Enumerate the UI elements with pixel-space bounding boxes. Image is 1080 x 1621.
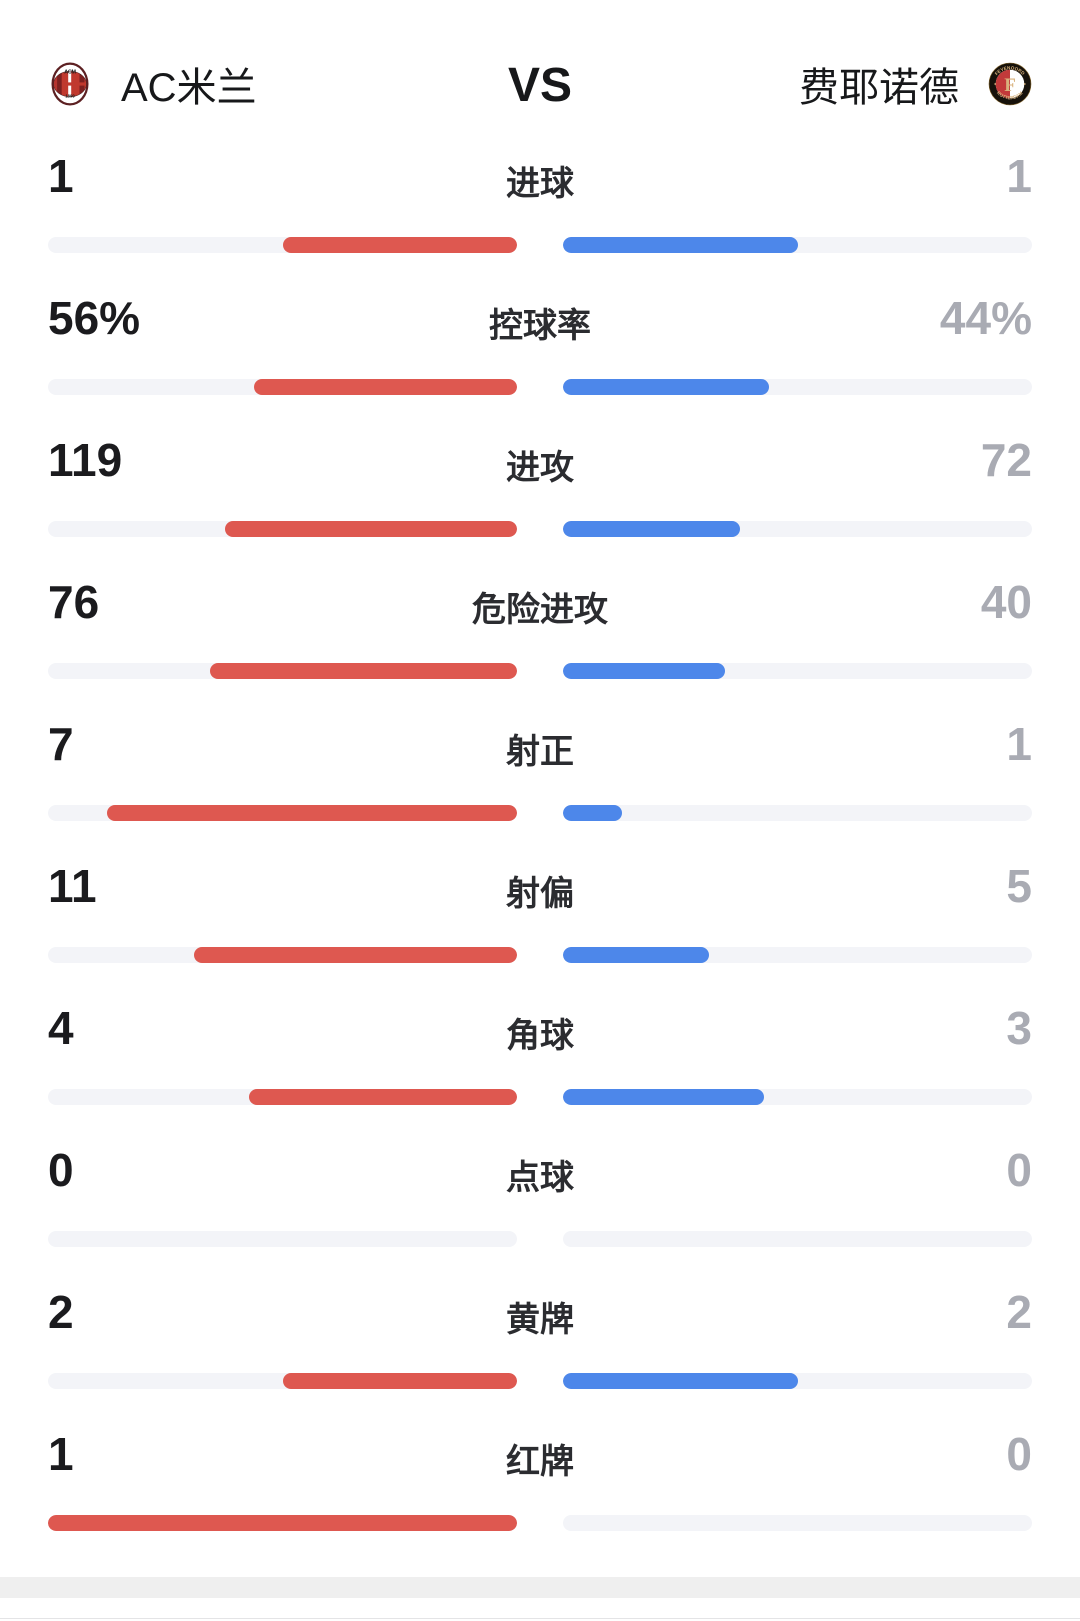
svg-text:ACM: ACM [64, 70, 76, 76]
svg-text:1899: 1899 [65, 94, 75, 99]
svg-text:F: F [1004, 75, 1016, 96]
